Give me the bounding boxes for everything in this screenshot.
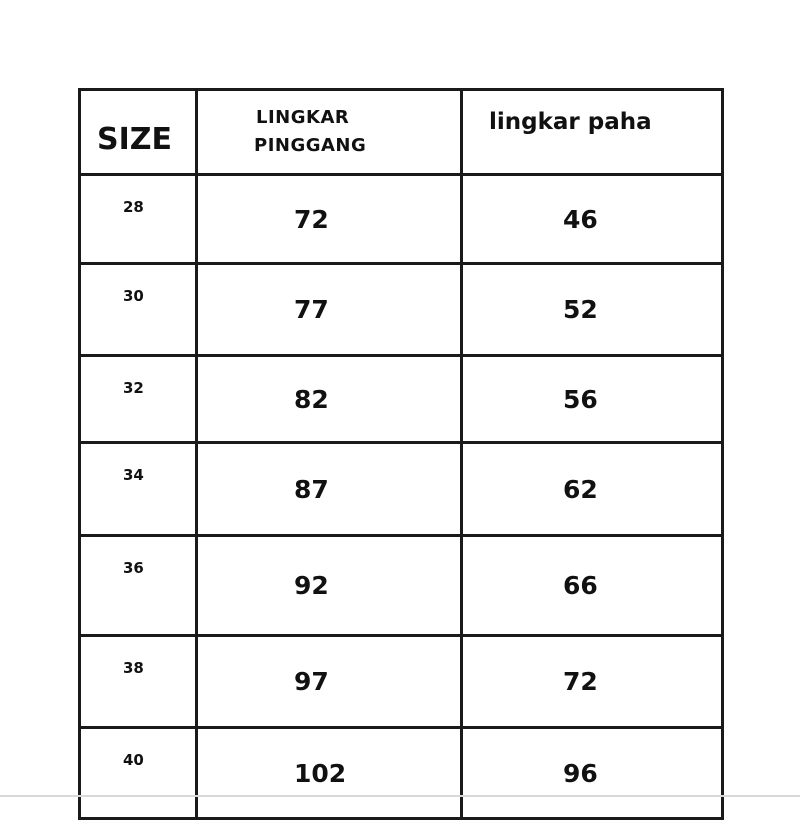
table-row: 32 82 56 [78,354,724,444]
waist-cell: 102 [195,726,463,820]
size-cell: 32 [78,354,198,444]
table-row: 38 97 72 [78,634,724,729]
header-line-1: LINGKAR [256,107,350,128]
waist-cell: 72 [195,173,463,265]
thigh-cell: 46 [460,173,724,265]
thigh-cell: 52 [460,262,724,357]
header-line-2: PINGGANG [254,135,367,156]
waist-cell: 77 [195,262,463,357]
waist-cell: 87 [195,441,463,537]
header-size: SIZE [78,88,198,176]
divider [0,795,800,797]
header-lingkar-paha: lingkar paha [460,88,724,176]
waist-cell: 97 [195,634,463,729]
thigh-cell: 72 [460,634,724,729]
thigh-cell: 66 [460,534,724,637]
size-chart-table: SIZE LINGKAR PINGGANG lingkar paha 28 72 4… [78,88,724,820]
size-cell: 38 [78,634,198,729]
table-row: 34 87 62 [78,441,724,537]
table-row: 30 77 52 [78,262,724,357]
table-row: 40 102 96 [78,726,724,820]
size-cell: 34 [78,441,198,537]
waist-cell: 82 [195,354,463,444]
size-cell: 30 [78,262,198,357]
table-row: 28 72 46 [78,173,724,265]
header-row: SIZE LINGKAR PINGGANG lingkar paha [78,88,724,176]
size-cell: 40 [78,726,198,820]
size-cell: 28 [78,173,198,265]
thigh-cell: 96 [460,726,724,820]
thigh-cell: 56 [460,354,724,444]
waist-cell: 92 [195,534,463,637]
table-row: 36 92 66 [78,534,724,637]
size-cell: 36 [78,534,198,637]
header-lingkar-pinggang: LINGKAR PINGGANG [195,88,463,176]
thigh-cell: 62 [460,441,724,537]
